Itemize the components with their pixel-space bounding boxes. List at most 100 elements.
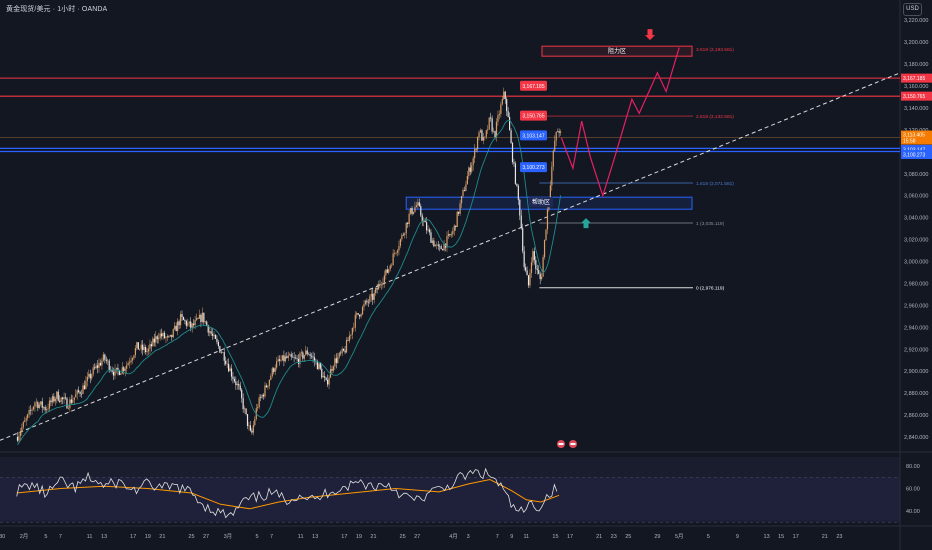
- candle-body: [442, 249, 444, 251]
- candle-body: [64, 397, 67, 399]
- badge-blue-b-bg: [520, 162, 547, 173]
- candle-body: [399, 239, 401, 246]
- candle-body: [302, 352, 304, 359]
- candle-body: [123, 367, 125, 371]
- symbol-title[interactable]: 黄金现货/美元 · 1小时 · OANDA: [6, 4, 107, 14]
- candle-body: [361, 306, 364, 315]
- candle-body: [257, 407, 259, 409]
- candle-body: [60, 397, 62, 402]
- candle-body: [546, 209, 549, 230]
- y-tick-label: 3,040.000: [904, 216, 928, 222]
- candle-body: [238, 383, 240, 386]
- candle-body: [175, 325, 177, 332]
- candle-body: [184, 319, 186, 321]
- candle-body: [439, 245, 441, 247]
- candle-body: [409, 208, 412, 214]
- candle-body: [19, 432, 21, 436]
- candle-body: [408, 213, 410, 224]
- rsi-tick-label: 80.00: [906, 464, 920, 470]
- current-price-badge-bg: [901, 130, 932, 145]
- candle-body: [59, 400, 61, 402]
- candle-body: [386, 269, 388, 273]
- y-tick-label: 3,220.000: [904, 18, 928, 24]
- candle-body: [459, 203, 461, 214]
- candle-body: [516, 183, 518, 186]
- x-tick-label: 11: [523, 534, 529, 540]
- candle-body: [174, 325, 176, 330]
- x-tick-label: 9: [736, 534, 739, 540]
- x-tick-label: 13: [764, 534, 770, 540]
- axis-badge-res-second-bg: [901, 91, 932, 101]
- candle-body: [38, 404, 40, 409]
- candle-body: [543, 239, 546, 258]
- candle-body: [16, 437, 19, 441]
- candle-body: [194, 320, 196, 326]
- y-tick-label: 2,960.000: [904, 303, 928, 309]
- candle-body: [509, 116, 511, 131]
- axis-badge-res-top: 3,167.185: [903, 76, 925, 82]
- x-tick-label: 7: [496, 534, 499, 540]
- candle-body: [209, 331, 211, 333]
- y-tick-label: 2,940.000: [904, 325, 928, 331]
- candle-body: [417, 202, 419, 206]
- x-tick-label: 2月: [20, 533, 29, 540]
- candle-body: [290, 354, 292, 357]
- fib-level-3618-label: 3.618 (3,193.581): [696, 47, 734, 53]
- currency-button[interactable]: USD: [903, 3, 922, 16]
- x-tick-label: 21: [159, 534, 165, 540]
- candle-body: [283, 355, 285, 362]
- y-tick-label: 3,000.000: [904, 260, 928, 266]
- title-separator: ·: [77, 6, 80, 13]
- candle-body: [484, 136, 486, 138]
- candle-body: [554, 140, 556, 151]
- candle-body: [249, 425, 252, 431]
- candle-body: [412, 211, 415, 214]
- candle-body: [262, 394, 265, 397]
- candle-body: [198, 314, 201, 319]
- candle-body: [375, 288, 377, 293]
- x-tick-label: 29: [654, 534, 660, 540]
- candle-body: [359, 314, 361, 317]
- x-tick-label: 25: [400, 534, 406, 540]
- x-tick-label: 23: [836, 534, 842, 540]
- candle-body: [437, 244, 439, 246]
- candle-body: [393, 253, 396, 254]
- candle-body: [482, 137, 484, 141]
- candle-body: [95, 365, 97, 369]
- candle-body: [18, 435, 20, 441]
- candle-body: [136, 342, 138, 349]
- candle-body: [391, 265, 393, 266]
- candle-body: [222, 352, 224, 353]
- candle-body: [423, 220, 425, 222]
- candle-body: [501, 99, 503, 105]
- candle-body: [89, 373, 91, 379]
- candles-layer: [16, 87, 562, 444]
- y-tick-label: 3,060.000: [904, 194, 928, 200]
- countdown-label: 15:58: [903, 139, 916, 145]
- badge-blue-a: 3,103.147: [522, 133, 544, 139]
- candle-body: [446, 236, 448, 248]
- candle-body: [25, 418, 27, 421]
- candle-body: [420, 206, 422, 216]
- candle-body: [120, 373, 122, 375]
- candle-body: [66, 398, 68, 409]
- candle-body: [50, 400, 52, 403]
- candle-body: [210, 331, 212, 334]
- candle-body: [204, 321, 206, 323]
- candle-body: [152, 338, 154, 347]
- rsi-ma-line: [16, 478, 560, 510]
- candle-body: [407, 222, 409, 224]
- candle-body: [261, 394, 263, 398]
- candle-body: [433, 240, 435, 247]
- candle-body: [51, 396, 54, 403]
- candle-body: [195, 318, 198, 321]
- badge-res-second-bg: [520, 110, 547, 121]
- candle-body: [171, 334, 173, 338]
- candle-body: [45, 409, 48, 411]
- support-zone-label-bg: [529, 197, 553, 208]
- candle-body: [82, 385, 84, 394]
- candle-body: [327, 379, 329, 385]
- candle-body: [369, 296, 371, 303]
- x-tick-label: 15: [778, 534, 784, 540]
